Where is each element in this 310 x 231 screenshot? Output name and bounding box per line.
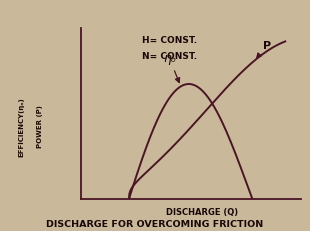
Text: P: P: [257, 41, 271, 58]
Text: H= CONST.: H= CONST.: [142, 36, 197, 45]
Text: ηₒ: ηₒ: [163, 52, 179, 82]
Text: DISCHARGE FOR OVERCOMING FRICTION: DISCHARGE FOR OVERCOMING FRICTION: [46, 220, 264, 229]
Text: N= CONST.: N= CONST.: [142, 52, 197, 61]
Text: POWER (P): POWER (P): [37, 106, 43, 149]
Text: EFFICIENCY(ηₒ): EFFICIENCY(ηₒ): [19, 97, 25, 157]
Text: DISCHARGE (Q): DISCHARGE (Q): [166, 208, 238, 217]
